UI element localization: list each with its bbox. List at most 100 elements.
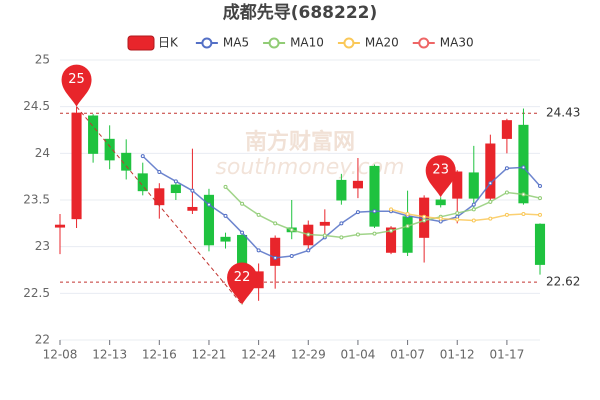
- ma-point: [389, 207, 394, 212]
- legend-icon: [418, 37, 430, 49]
- y-tick-label: 25: [35, 53, 50, 67]
- ma-point: [538, 184, 542, 188]
- y-tick-label: 24.5: [23, 99, 50, 113]
- pin-label: 22: [234, 270, 251, 285]
- ma-point: [488, 181, 493, 186]
- ma-point: [504, 190, 509, 195]
- candle-body: [352, 180, 363, 189]
- legend-label: MA10: [290, 36, 324, 50]
- ma-point: [289, 227, 294, 232]
- legend-label: MA30: [440, 36, 474, 50]
- ma-point: [471, 207, 476, 212]
- ma-point: [339, 221, 344, 226]
- candle-body: [369, 165, 380, 227]
- ma-point: [240, 201, 245, 206]
- candle-body: [402, 216, 413, 253]
- ma-point: [223, 184, 228, 189]
- ma-point: [157, 170, 162, 174]
- ma-point: [256, 212, 261, 217]
- ma-point: [273, 255, 278, 260]
- ma-point: [372, 231, 377, 236]
- candle-body: [88, 115, 99, 154]
- ma-point: [422, 218, 427, 223]
- candle-body: [203, 194, 215, 246]
- y-tick-label: 23.5: [23, 193, 50, 207]
- legend-icon: [127, 35, 155, 51]
- ma-point: [538, 196, 542, 201]
- ma-point: [405, 224, 410, 229]
- ma-point: [471, 218, 476, 223]
- candle-body: [319, 221, 330, 226]
- legend-icon: [268, 37, 280, 49]
- ma-point: [405, 212, 410, 216]
- pin-shape: [61, 64, 92, 107]
- ma-point: [306, 232, 311, 237]
- candle-body: [534, 223, 546, 265]
- candle-body: [485, 143, 496, 199]
- ma-point: [521, 192, 526, 197]
- ma-line: [390, 208, 541, 222]
- ma-point: [471, 202, 476, 207]
- candle-body: [154, 188, 165, 206]
- marker-pin: 23: [425, 155, 456, 198]
- ma-point: [504, 212, 509, 217]
- ma-point: [504, 166, 509, 171]
- x-tick-label: 01-12: [440, 348, 475, 362]
- ma-point: [438, 216, 443, 221]
- candle-body: [170, 184, 181, 194]
- ma-point: [355, 232, 360, 237]
- reference-label: 22.62: [546, 275, 580, 289]
- legend: 日K MA5 MA10 MA20 MA30: [127, 35, 474, 51]
- candle-body: [452, 171, 463, 199]
- legend-label: MA5: [223, 36, 249, 50]
- legend-icon: [201, 37, 213, 49]
- y-tick-label: 22: [35, 333, 50, 347]
- ma-point: [206, 202, 211, 207]
- ma-point: [355, 210, 360, 215]
- candle-body: [104, 138, 115, 161]
- candle-body: [518, 124, 529, 204]
- ma-point: [521, 212, 526, 216]
- legend-label: MA20: [365, 36, 399, 50]
- ma-point: [289, 254, 294, 258]
- candle-body: [121, 152, 132, 171]
- pin-label: 25: [68, 72, 85, 87]
- ma-point: [273, 221, 278, 226]
- candle-body: [336, 179, 347, 201]
- watermark: 南方财富网: [245, 129, 355, 155]
- x-tick-label: 12-21: [192, 348, 227, 362]
- ma-point: [372, 209, 377, 214]
- ma-point: [173, 179, 178, 184]
- chart-title: 成都先导(688222): [223, 2, 378, 23]
- ma-point: [422, 214, 427, 219]
- marker-pin: 25: [61, 64, 92, 107]
- legend-icon: [343, 37, 355, 49]
- y-tick-label: 22.5: [23, 286, 50, 300]
- x-tick-label: 12-16: [142, 348, 177, 362]
- pin-label: 23: [432, 163, 449, 178]
- ma-point: [339, 235, 344, 240]
- pin-shape: [227, 262, 258, 305]
- pin-shape: [425, 155, 456, 198]
- ma-point: [240, 230, 245, 235]
- candle-body: [270, 237, 281, 266]
- ma-point: [455, 211, 460, 216]
- candle-body: [137, 173, 148, 192]
- ma-point: [190, 188, 195, 193]
- ma-line: [224, 186, 541, 239]
- candle-body: [54, 224, 66, 228]
- ma-point: [140, 154, 145, 159]
- ma-point: [538, 212, 542, 217]
- x-tick-label: 01-17: [489, 348, 524, 362]
- x-tick-label: 12-13: [92, 348, 127, 362]
- candle-body: [187, 206, 198, 211]
- ma-point: [389, 228, 394, 233]
- ma-point: [521, 165, 526, 170]
- trend-line: [76, 106, 243, 305]
- ma-point: [488, 199, 493, 204]
- y-tick-label: 23: [35, 239, 50, 253]
- candle-body: [501, 120, 512, 139]
- x-tick-label: 12-24: [241, 348, 276, 362]
- candle-body: [71, 112, 82, 220]
